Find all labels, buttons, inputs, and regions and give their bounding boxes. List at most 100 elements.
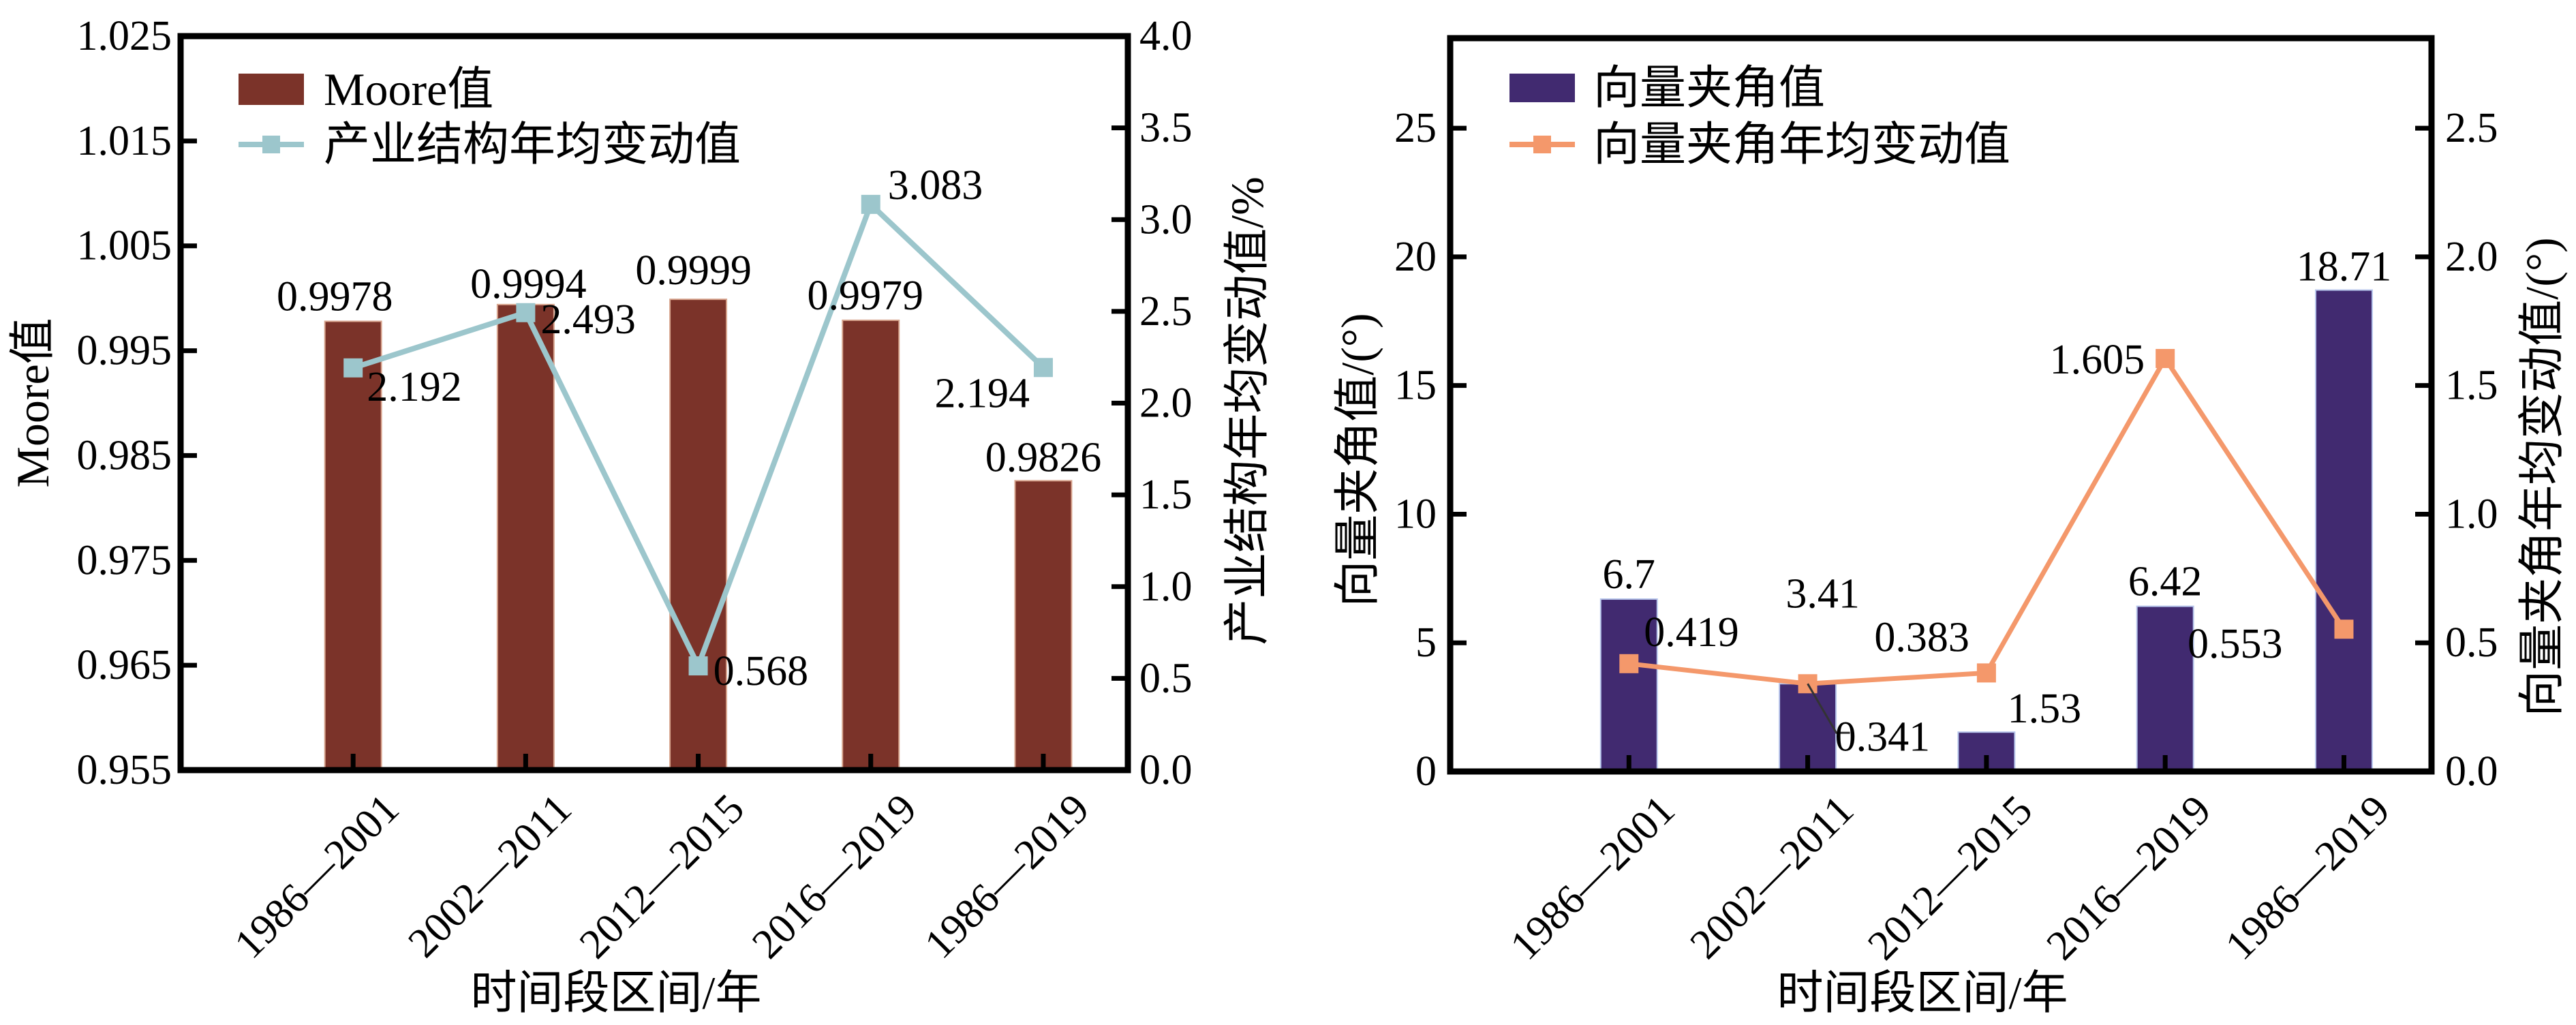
y-axis-right: 0.0 0.5 1.0 1.5 2.0 2.5 <box>2415 105 2498 795</box>
x-tick-label: 1986—2019 <box>916 785 1098 967</box>
y-axis-title: Moore值 <box>7 318 59 487</box>
bar-series <box>324 299 1073 771</box>
y-axis-left: 0.955 0.965 0.975 0.985 0.995 1.005 1.015 1.025 <box>77 13 197 793</box>
y-right-tick-label: 1.5 <box>1139 472 1193 518</box>
y-right-tick-label: 2.0 <box>2445 234 2498 280</box>
bar-data-label: 3.41 <box>1785 570 1860 617</box>
legend-line-marker <box>262 136 280 153</box>
legend-bar-swatch <box>1509 74 1575 102</box>
x-tick-label: 2002—2011 <box>399 785 581 966</box>
x-tick-label: 2012—2015 <box>1859 786 2041 968</box>
moore-chart: 0.955 0.965 0.975 0.985 0.995 1.005 1.015 1.025… <box>7 13 1273 1019</box>
plot-frame <box>1447 35 2435 775</box>
bar-data-label: 6.7 <box>1603 551 1656 598</box>
line-data-label: 0.568 <box>714 648 809 694</box>
y-tick-label: 20 <box>1394 234 1437 280</box>
bar-series <box>1599 289 2373 773</box>
x-axis: 1986—20012002—20112012—20152016—20191986… <box>1501 755 2399 969</box>
line-data-label: 3.083 <box>888 162 983 209</box>
line-data-label: 0.419 <box>1644 609 1739 656</box>
x-tick-label: 1986—2001 <box>1501 786 1683 968</box>
y-tick-label: 0.985 <box>77 432 172 478</box>
line-data-labels: 0.419 0.341 0.383 1.605 0.553 <box>1644 337 2282 760</box>
y-tick-label: 1.025 <box>77 13 172 59</box>
legend-bar-label: 向量夹角值 <box>1593 62 1825 114</box>
bar-data-label: 18.71 <box>2297 244 2392 290</box>
x-tick-label: 1986—2019 <box>2217 786 2399 968</box>
y-axis-right: 0.0 0.5 1.0 1.5 2.0 2.5 3.0 3.5 4.0 <box>1111 13 1193 793</box>
bar-data-label: 0.9826 <box>985 434 1102 480</box>
x-tick-label: 2002—2011 <box>1681 786 1862 968</box>
bar-data-labels: 0.9978 0.9994 0.9999 0.9979 0.9826 <box>277 247 1101 480</box>
y-axis-left: 0 5 10 15 20 25 <box>1394 105 1467 795</box>
legend-line-label: 产业结构年均变动值 <box>324 119 741 170</box>
y-right-tick-label: 1.5 <box>2445 363 2498 409</box>
bar <box>324 320 382 771</box>
bar <box>842 319 900 771</box>
line-marker <box>2156 349 2175 369</box>
line-data-label: 0.553 <box>2188 621 2283 667</box>
bar <box>1599 598 1658 772</box>
line-marker <box>516 303 536 322</box>
line-data-label: 1.605 <box>2050 337 2145 383</box>
x-tick-label: 2012—2015 <box>571 785 753 967</box>
x-tick-label: 2016—2019 <box>743 785 925 967</box>
y-right-tick-label: 0.5 <box>2445 619 2498 666</box>
legend-bar-swatch <box>239 74 304 105</box>
line-data-label: 2.192 <box>367 364 462 410</box>
line-data-label: 2.194 <box>934 370 1030 416</box>
y-right-tick-label: 2.5 <box>1139 288 1193 335</box>
y-tick-label: 5 <box>1415 619 1437 666</box>
legend-line-marker <box>1533 136 1551 153</box>
bar-data-label: 0.9979 <box>808 273 924 319</box>
line-marker <box>2334 619 2354 639</box>
y-axis-title: 向量夹角值/(°) <box>1332 313 1383 607</box>
y-tick-label: 0.955 <box>77 747 172 793</box>
bar <box>496 303 555 771</box>
x-axis: 1986—20012002—20112012—20152016—20191986… <box>226 754 1098 968</box>
bar-data-label: 6.42 <box>2128 559 2203 605</box>
label-leader-line <box>1807 683 1850 734</box>
bar-data-label: 0.9994 <box>470 261 587 307</box>
bar-data-label: 0.9978 <box>277 273 393 320</box>
y-right-tick-label: 0.5 <box>1139 655 1193 701</box>
y-right-tick-label: 0.0 <box>2445 748 2498 795</box>
legend-bar-label: Moore值 <box>324 63 493 115</box>
y-right-tick-label: 4.0 <box>1139 13 1193 59</box>
bar-data-label: 0.9999 <box>635 247 752 294</box>
y-right-tick-label: 0.0 <box>1139 747 1193 793</box>
y-axis-right-title: 产业结构年均变动值/% <box>1221 177 1273 645</box>
y-right-tick-label: 2.5 <box>2445 105 2498 151</box>
y-right-tick-label: 1.0 <box>1139 564 1193 610</box>
line-series <box>343 194 1053 676</box>
y-right-tick-label: 3.0 <box>1139 196 1193 243</box>
y-right-tick-label: 3.5 <box>1139 105 1193 151</box>
line-data-label: 0.341 <box>1835 714 1931 760</box>
line-data-label: 2.493 <box>540 296 636 343</box>
legend-line-label: 向量夹角年均变动值 <box>1593 119 2010 170</box>
y-tick-label: 15 <box>1394 363 1437 409</box>
y-tick-label: 0.995 <box>77 328 172 374</box>
x-axis-title: 时间段区间/年 <box>471 967 762 1019</box>
line-marker <box>688 656 708 676</box>
y-axis-right-title: 向量夹角年均变动值/(°) <box>2516 237 2568 716</box>
y-right-tick-label: 2.0 <box>1139 380 1193 427</box>
bar <box>2136 605 2194 772</box>
y-tick-label: 10 <box>1394 491 1437 537</box>
y-tick-label: 1.005 <box>77 223 172 269</box>
bar-data-label: 1.53 <box>2008 686 2082 732</box>
line-data-labels: 2.192 2.493 0.568 3.083 2.194 <box>367 162 1030 694</box>
line-marker <box>1976 663 1996 683</box>
bar <box>669 299 728 771</box>
bar <box>1014 480 1073 771</box>
line-data-label: 0.383 <box>1874 614 1969 660</box>
y-tick-label: 0.975 <box>77 537 172 583</box>
y-tick-label: 0.965 <box>77 642 172 688</box>
bar-data-labels: 6.7 3.41 1.53 6.42 18.71 <box>1603 244 2392 733</box>
line-marker <box>861 194 880 214</box>
y-right-tick-label: 1.0 <box>2445 491 2498 537</box>
y-tick-label: 25 <box>1394 105 1437 151</box>
